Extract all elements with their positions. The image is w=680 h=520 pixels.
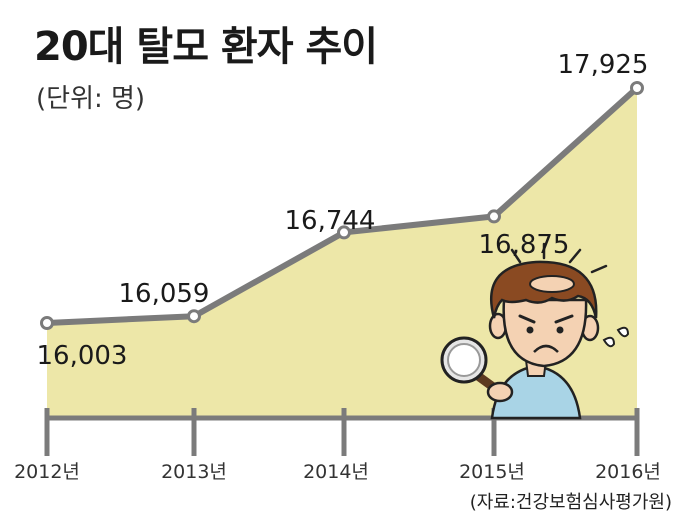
chart-unit: (단위: 명): [36, 84, 146, 114]
data-label: 16,875: [479, 230, 570, 260]
chart-title: 20대 탈모 환자 추이: [34, 24, 378, 70]
data-label: 16,059: [119, 279, 210, 309]
data-source: (자료:건강보험심사평가원): [469, 492, 672, 513]
data-label: 16,003: [37, 341, 128, 371]
data-label: 16,744: [285, 206, 376, 236]
area-fill: [47, 88, 637, 418]
data-point: [630, 81, 644, 95]
worried-man-magnifier-icon: [440, 242, 630, 420]
data-label: 17,925: [558, 50, 649, 80]
x-tick-label: 2013년: [161, 461, 227, 483]
x-tick-label: 2012년: [14, 461, 80, 483]
x-tick-label: 2016년: [595, 461, 661, 483]
x-tick-label: 2015년: [459, 461, 525, 483]
data-point: [337, 225, 351, 240]
data-point: [187, 309, 201, 324]
x-tick-label: 2014년: [303, 461, 369, 483]
data-point: [487, 209, 501, 224]
data-point: [40, 316, 54, 330]
